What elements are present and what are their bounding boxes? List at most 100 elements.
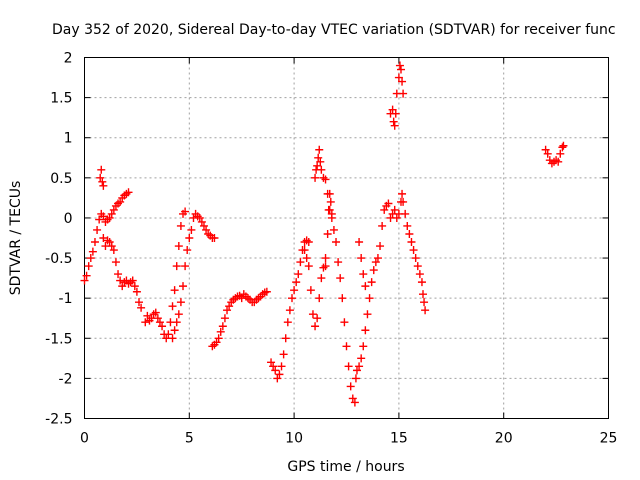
x-tick-label: 15: [390, 431, 408, 447]
data-point: [168, 302, 177, 311]
data-point: [323, 229, 332, 238]
x-axis-title: GPS time / hours: [287, 459, 404, 475]
data-point: [109, 246, 118, 255]
plot-frame: [84, 57, 609, 419]
data-point: [107, 209, 116, 218]
data-point: [390, 205, 399, 214]
data-point: [371, 258, 380, 267]
data-point: [183, 246, 192, 255]
y-tick-label: -2.5: [45, 412, 72, 428]
data-point: [350, 398, 359, 407]
data-point: [340, 318, 349, 327]
data-point: [109, 205, 118, 214]
data-point: [415, 270, 424, 279]
data-point: [407, 238, 416, 247]
data-point: [346, 382, 355, 391]
data-point: [271, 366, 280, 375]
data-point: [93, 225, 102, 234]
data-point: [376, 242, 385, 251]
data-point: [105, 238, 114, 247]
data-point: [170, 326, 179, 335]
data-point: [99, 234, 108, 242]
x-tick-label: 20: [495, 431, 513, 447]
data-point: [99, 181, 108, 190]
data-point: [378, 221, 387, 230]
data-point: [98, 177, 107, 186]
data-point: [403, 221, 412, 230]
data-point: [174, 310, 183, 319]
data-point: [391, 109, 400, 118]
x-tick-label: 10: [285, 431, 303, 447]
data-point: [290, 286, 299, 295]
data-point: [417, 278, 426, 287]
data-point: [164, 330, 173, 339]
data-point: [202, 225, 211, 234]
data-point: [84, 262, 93, 271]
y-tick-label: 1.5: [50, 91, 72, 107]
data-point: [130, 282, 139, 291]
data-point: [126, 278, 135, 287]
data-points: [80, 61, 568, 407]
data-point: [392, 213, 401, 222]
data-point: [316, 157, 325, 166]
data-point: [225, 302, 234, 311]
data-point: [176, 298, 185, 307]
data-point: [361, 282, 370, 291]
data-point: [405, 229, 414, 238]
data-point: [88, 247, 97, 256]
data-point: [388, 105, 397, 114]
y-tick-label: -1.5: [45, 331, 72, 347]
data-point: [95, 215, 104, 224]
data-point: [179, 282, 188, 291]
data-point: [155, 318, 164, 327]
y-axis-title: SDTVAR / TECUs: [8, 181, 24, 296]
data-point: [398, 77, 407, 86]
data-point: [187, 225, 196, 234]
data-point: [300, 246, 309, 255]
data-point: [367, 278, 376, 287]
data-point: [269, 362, 278, 371]
data-point: [401, 209, 410, 218]
data-point: [143, 311, 152, 320]
data-point: [216, 327, 225, 336]
data-point: [324, 205, 333, 214]
data-point: [319, 173, 328, 182]
x-tick-label: 0: [80, 431, 89, 447]
data-point: [273, 374, 282, 383]
data-point: [199, 221, 208, 230]
data-point: [543, 149, 552, 158]
data-point: [359, 270, 368, 279]
data-point: [369, 266, 378, 275]
data-point: [413, 262, 422, 271]
y-tick-label: -2: [59, 371, 73, 387]
data-point: [365, 294, 374, 303]
data-point: [134, 298, 143, 307]
data-point: [220, 314, 229, 323]
data-point: [294, 270, 303, 279]
data-point: [373, 254, 382, 263]
data-point: [80, 276, 89, 285]
data-point: [325, 189, 334, 198]
data-point: [285, 306, 294, 315]
data-point: [395, 61, 404, 70]
data-point: [411, 254, 420, 263]
data-point: [332, 238, 341, 247]
data-point: [355, 362, 364, 371]
data-point: [124, 188, 133, 197]
data-point: [559, 141, 568, 150]
data-point: [357, 254, 366, 263]
data-point: [168, 334, 177, 343]
y-tick-label: 0.5: [50, 171, 72, 187]
data-point: [267, 358, 276, 367]
data-point: [122, 189, 131, 198]
data-point: [336, 274, 345, 283]
data-point: [262, 287, 271, 296]
data-point: [338, 294, 347, 303]
data-point: [329, 225, 338, 234]
data-point: [105, 213, 114, 222]
data-point: [170, 286, 179, 295]
data-point: [363, 310, 372, 319]
data-point: [351, 374, 360, 383]
x-tick-label: 25: [600, 431, 618, 447]
